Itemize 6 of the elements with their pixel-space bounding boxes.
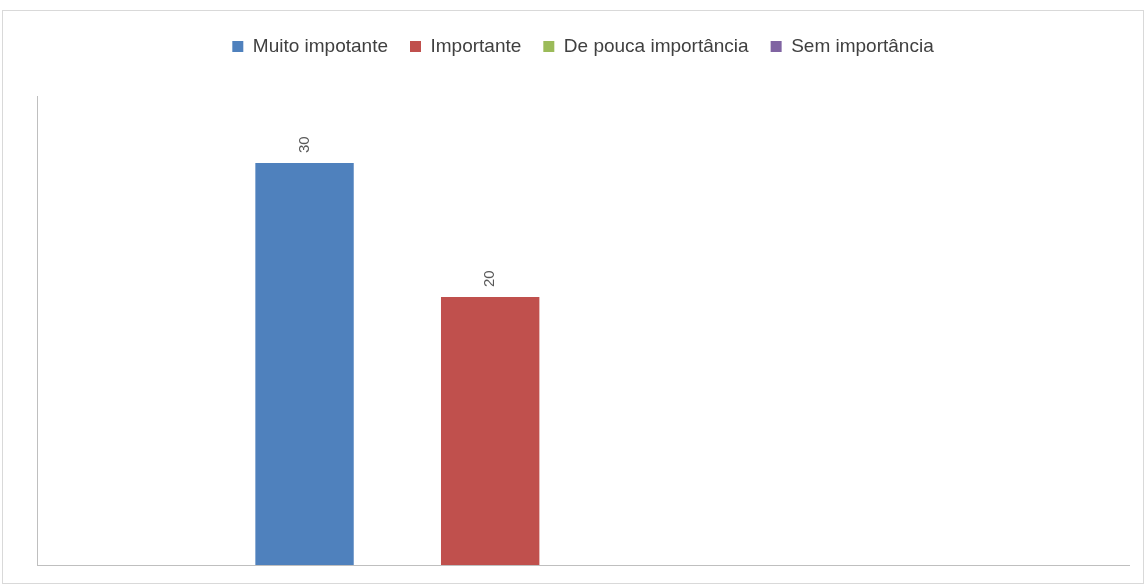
- data-label: 30: [294, 136, 312, 153]
- legend-label: Sem importância: [791, 34, 935, 56]
- legend-label: Muito impotante: [252, 34, 388, 56]
- legend-label: De pouca importância: [563, 34, 750, 56]
- legend-label: Importante: [430, 34, 522, 56]
- data-label: 20: [480, 270, 498, 287]
